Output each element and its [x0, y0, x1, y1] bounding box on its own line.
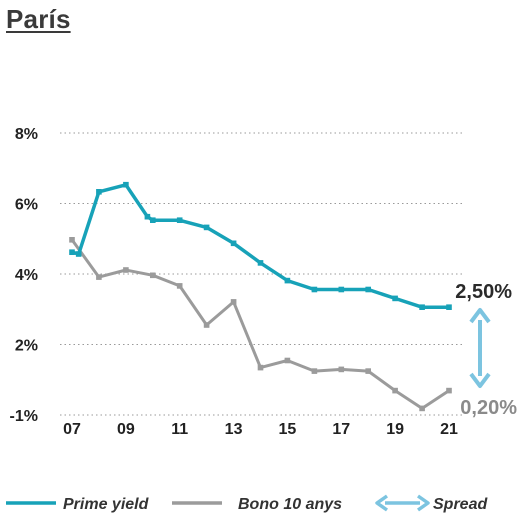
x-tick-label: 11	[171, 421, 188, 438]
data-point	[69, 237, 75, 243]
legend-label-prime-yield: Prime yield	[63, 496, 150, 513]
data-point	[311, 368, 318, 374]
data-point	[203, 224, 210, 231]
annotation-low: 0,20%	[460, 397, 517, 419]
x-tick-label: 21	[440, 421, 458, 438]
data-point	[230, 240, 237, 247]
x-tick-label: 09	[117, 421, 135, 438]
x-tick-label: 19	[386, 421, 404, 438]
y-tick-label: 8%	[15, 126, 38, 143]
x-tick-label: 15	[279, 421, 297, 438]
data-point	[150, 217, 156, 223]
data-point	[365, 286, 371, 293]
spread-arrow-head-bottom	[469, 372, 491, 388]
data-point	[311, 286, 318, 293]
annotation-high: 2,50%	[455, 281, 512, 303]
data-point	[123, 181, 129, 188]
x-tick-label: 07	[63, 421, 81, 438]
y-tick-label: 2%	[15, 338, 38, 355]
y-tick-label: 4%	[15, 267, 38, 284]
data-point	[392, 295, 398, 302]
data-point	[257, 364, 264, 371]
data-point	[203, 322, 210, 328]
y-tick-label: -1%	[10, 408, 38, 425]
data-point	[123, 267, 129, 273]
legend-arrow-head-left	[375, 494, 389, 512]
legend-label-spread: Spread	[433, 496, 488, 513]
spread-arrow-head-top	[469, 308, 491, 324]
data-point	[365, 368, 371, 374]
data-point	[284, 357, 291, 364]
data-point	[338, 366, 345, 373]
chart-title: París	[6, 4, 71, 34]
data-point	[392, 387, 398, 394]
data-point	[230, 299, 237, 305]
data-point	[446, 387, 452, 394]
data-point	[150, 272, 156, 279]
data-point	[419, 304, 425, 310]
data-point	[176, 283, 183, 289]
data-point	[446, 304, 452, 310]
data-point	[69, 249, 75, 255]
data-point	[419, 405, 425, 412]
data-point	[284, 277, 291, 284]
data-point	[176, 217, 183, 223]
data-point	[144, 213, 151, 220]
data-point	[96, 274, 102, 280]
data-point	[338, 286, 345, 293]
legend-label-bono-10-anys: Bono 10 anys	[238, 496, 342, 513]
x-tick-label: 17	[332, 421, 350, 438]
data-point	[257, 260, 264, 266]
legend-arrow-head-right	[416, 494, 430, 512]
data-point	[75, 251, 82, 257]
x-tick-label: 13	[225, 421, 243, 438]
y-tick-label: 6%	[15, 197, 38, 214]
data-point	[96, 189, 102, 195]
